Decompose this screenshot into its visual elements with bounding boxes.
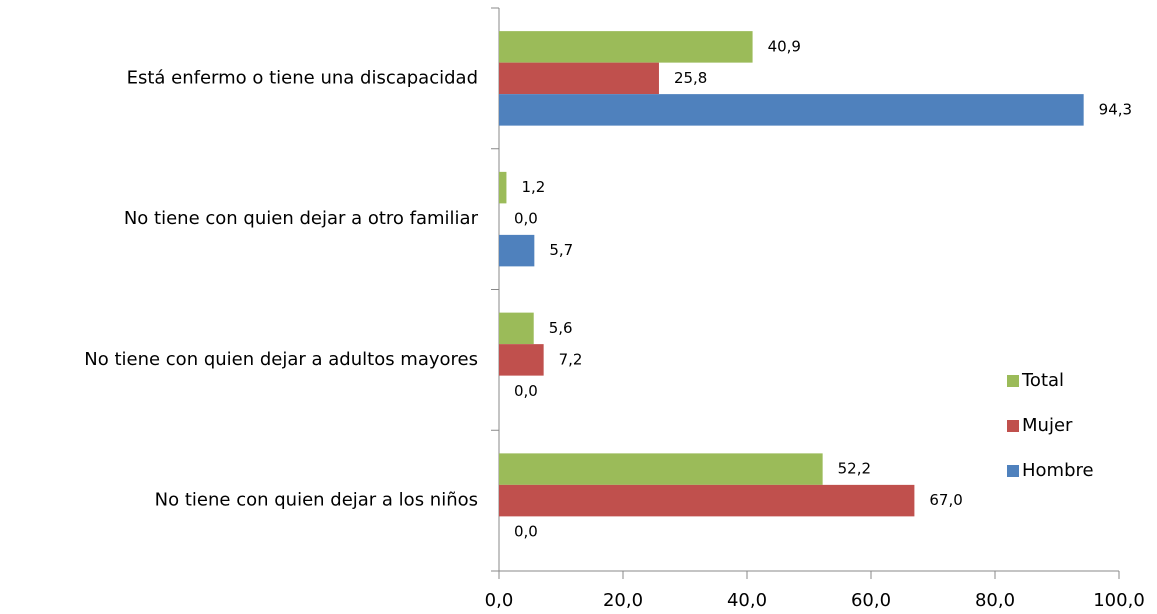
bar (499, 312, 534, 345)
value-label: 25,8 (674, 69, 707, 87)
value-label: 1,2 (521, 178, 545, 196)
category-label: Está enfermo o tiene una discapacidad (127, 67, 478, 88)
legend-label: Mujer (1022, 415, 1073, 436)
x-tick-label: 80,0 (975, 590, 1015, 611)
bar (499, 484, 915, 517)
legend-label: Total (1021, 370, 1064, 391)
value-label: 5,7 (549, 241, 573, 259)
category-label: No tiene con quien dejar a los niños (155, 490, 478, 511)
bar (499, 62, 659, 95)
x-tick-label: 20,0 (603, 590, 643, 611)
bar (499, 453, 823, 485)
value-label: 94,3 (1099, 100, 1132, 118)
legend-swatch (1007, 420, 1019, 432)
x-tick-label: 0,0 (485, 590, 514, 611)
legend-swatch (1007, 465, 1019, 477)
x-tick-label: 60,0 (851, 590, 891, 611)
value-label: 5,6 (549, 319, 573, 337)
value-label: 7,2 (559, 350, 583, 368)
value-label: 40,9 (768, 37, 801, 55)
value-label: 0,0 (514, 523, 538, 541)
bar (499, 171, 507, 204)
legend-swatch (1007, 375, 1019, 387)
legend-label: Hombre (1022, 460, 1094, 481)
value-label: 52,2 (838, 460, 871, 478)
x-tick-label: 100,0 (1093, 590, 1145, 611)
category-label: No tiene con quien dejar a adultos mayor… (84, 349, 478, 370)
bar (499, 94, 1084, 126)
category-label: No tiene con quien dejar a otro familiar (124, 208, 479, 229)
bar (499, 31, 753, 63)
value-label: 0,0 (514, 210, 538, 228)
bar (499, 234, 535, 267)
value-label: 0,0 (514, 382, 538, 400)
x-tick-label: 40,0 (727, 590, 767, 611)
bar (499, 344, 544, 376)
value-label: 67,0 (929, 491, 962, 509)
